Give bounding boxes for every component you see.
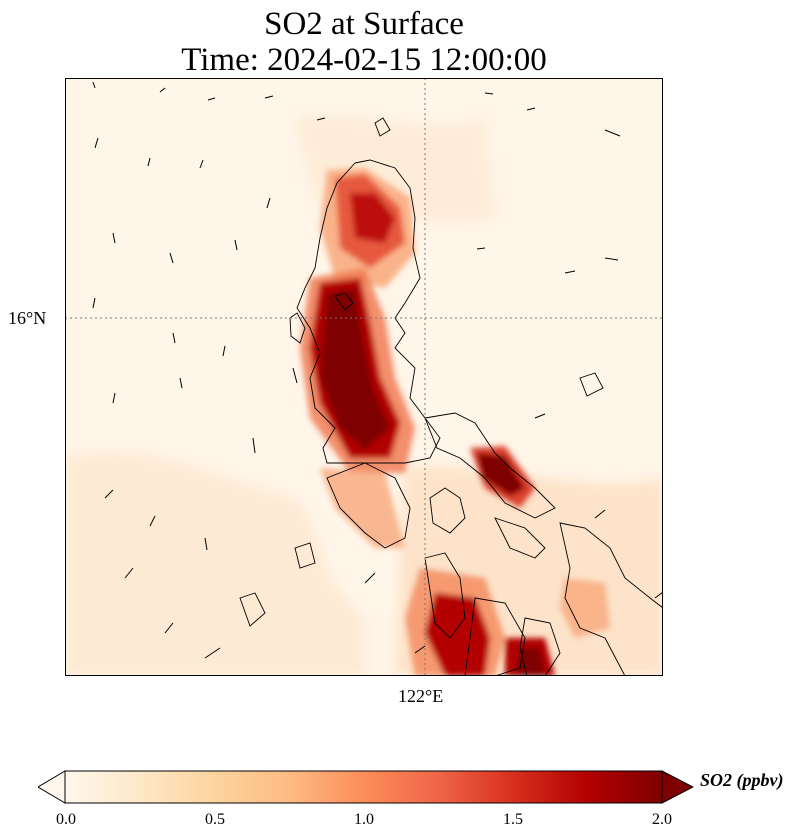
map-title: SO2 at Surface xyxy=(264,6,464,42)
wind-vectors xyxy=(92,81,663,659)
colorbar-extend-min xyxy=(38,770,66,804)
colorbar-tick-4: 2.0 xyxy=(652,811,672,828)
colorbar-tick-2: 1.0 xyxy=(354,811,374,828)
colorbar-label: SO2 (ppbv) xyxy=(700,770,784,790)
coastlines xyxy=(239,117,663,676)
colorbar-extend-max xyxy=(661,770,694,804)
colorbar-tick-1: 0.5 xyxy=(205,811,225,828)
so2-map xyxy=(65,78,663,676)
longitude-tick-label: 122°E xyxy=(398,686,444,706)
latitude-tick-label: 16°N xyxy=(8,308,47,328)
colorbar-gradient xyxy=(64,770,663,804)
colorbar-tick-3: 1.5 xyxy=(503,811,523,828)
map-subtitle-time: Time: 2024-02-15 12:00:00 xyxy=(181,42,547,78)
colorbar xyxy=(38,770,694,804)
colorbar-tick-0: 0.0 xyxy=(56,811,76,828)
